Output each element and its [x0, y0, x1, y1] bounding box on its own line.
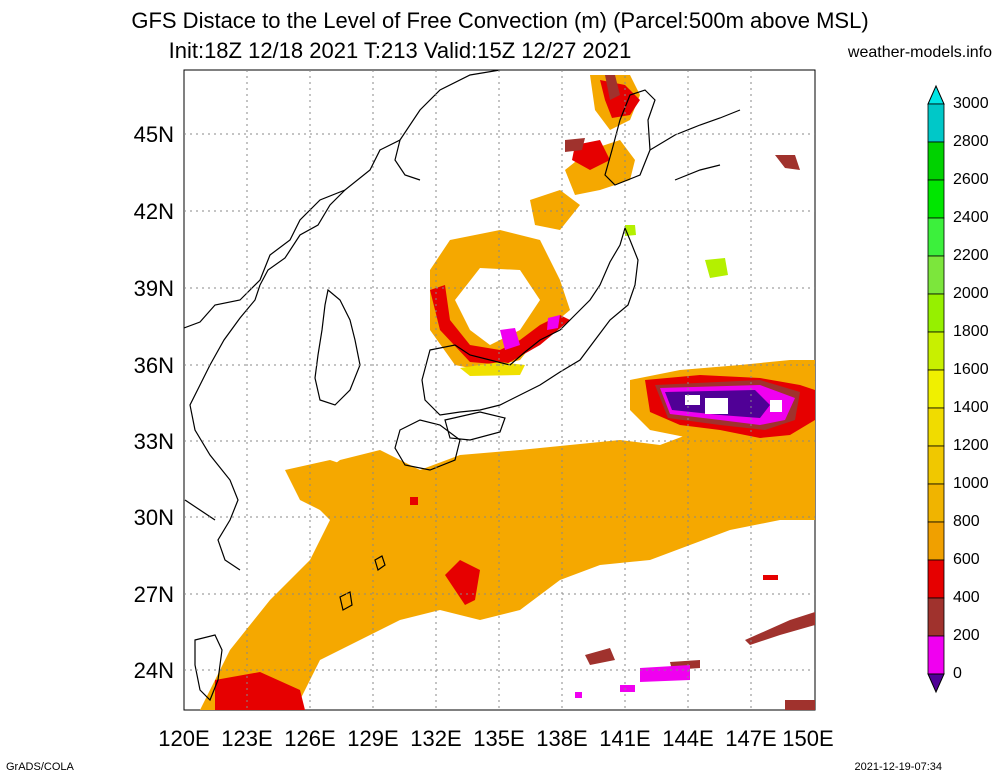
- colorbar-label: 2600: [953, 171, 989, 188]
- colorbar-label: 3000: [953, 95, 989, 112]
- lat-label: 36N: [134, 353, 174, 378]
- lat-label: 27N: [134, 582, 174, 607]
- colorbar-swatch: [927, 103, 945, 143]
- colorbar-arrow-bottom: [927, 673, 945, 694]
- colorbar-label: 2400: [953, 209, 989, 226]
- colorbar-label: 800: [953, 513, 980, 530]
- colorbar-label: 200: [953, 627, 980, 644]
- colorbar-label: 1800: [953, 323, 989, 340]
- colorbar-swatch: [927, 179, 945, 219]
- colorbar-label: 600: [953, 551, 980, 568]
- colorbar: [927, 84, 945, 694]
- footer-right: 2021-12-19-07:34: [854, 761, 942, 773]
- footer-left: GrADS/COLA: [6, 761, 74, 773]
- colorbar-arrow-top: [927, 84, 945, 105]
- lon-label: 132E: [410, 726, 461, 751]
- colorbar-swatch: [927, 331, 945, 371]
- red-field-south: [445, 560, 480, 605]
- colorbar-swatch: [927, 597, 945, 637]
- lon-label: 135E: [473, 726, 524, 751]
- colorbar-label: 2000: [953, 285, 989, 302]
- brown-scatter-south: [585, 612, 815, 710]
- lat-label: 42N: [134, 199, 174, 224]
- colorbar-swatch: [927, 255, 945, 295]
- colorbar-swatch: [927, 293, 945, 333]
- lon-label: 150E: [782, 726, 833, 751]
- orange-field-patch: [285, 460, 400, 520]
- red-field-taiwan: [215, 672, 305, 710]
- colorbar-swatch: [927, 141, 945, 181]
- lon-label: 144E: [662, 726, 713, 751]
- colorbar-label: 2800: [953, 133, 989, 150]
- colorbar-swatch: [927, 635, 945, 675]
- colorbar-swatch: [927, 521, 945, 561]
- lon-label: 120E: [158, 726, 209, 751]
- colorbar-label: 400: [953, 589, 980, 606]
- red-field-japansea: [430, 285, 570, 365]
- map-fields: [184, 70, 815, 710]
- colorbar-labels: 3000 2800 2600 2400 2200 2000 1800 1600 …: [953, 95, 989, 682]
- colorbar-label: 1400: [953, 399, 989, 416]
- colorbar-swatch: [927, 559, 945, 599]
- colorbar-label: 1600: [953, 361, 989, 378]
- lat-label: 45N: [134, 122, 174, 147]
- red-field-north: [572, 80, 640, 170]
- chart-subtitle: Init:18Z 12/18 2021 T:213 Valid:15Z 12/2…: [168, 38, 632, 63]
- graticule: [184, 70, 815, 710]
- colorbar-label: 2200: [953, 247, 989, 264]
- coastlines: [184, 70, 741, 702]
- lat-label: 39N: [134, 276, 174, 301]
- lat-label: 30N: [134, 505, 174, 530]
- chart-title: GFS Distace to the Level of Free Convect…: [131, 8, 869, 33]
- lime-field: [625, 225, 728, 278]
- colorbar-label: 1000: [953, 475, 989, 492]
- lon-label: 123E: [221, 726, 272, 751]
- lat-labels: 45N 42N 39N 36N 33N 30N 27N 24N: [134, 122, 174, 683]
- site-credit[interactable]: weather-models.info: [847, 44, 992, 61]
- lat-label: 33N: [134, 429, 174, 454]
- lon-label: 138E: [536, 726, 587, 751]
- colorbar-swatch: [927, 369, 945, 409]
- lon-label: 126E: [284, 726, 335, 751]
- colorbar-swatch: [927, 445, 945, 485]
- magenta-scatter-south: [575, 665, 690, 698]
- lat-label: 24N: [134, 658, 174, 683]
- lon-label: 129E: [347, 726, 398, 751]
- colorbar-swatch: [927, 407, 945, 447]
- white-holes-east: [685, 395, 782, 414]
- lon-label: 141E: [599, 726, 650, 751]
- colorbar-swatch: [927, 483, 945, 523]
- orange-field-south: [200, 380, 815, 710]
- magenta-field-japansea: [500, 315, 560, 350]
- colorbar-swatch: [927, 217, 945, 257]
- colorbar-label: 0: [953, 665, 962, 682]
- lon-label: 147E: [725, 726, 776, 751]
- lon-labels: 120E 123E 126E 129E 132E 135E 138E 141E …: [158, 726, 833, 751]
- colorbar-label: 1200: [953, 437, 989, 454]
